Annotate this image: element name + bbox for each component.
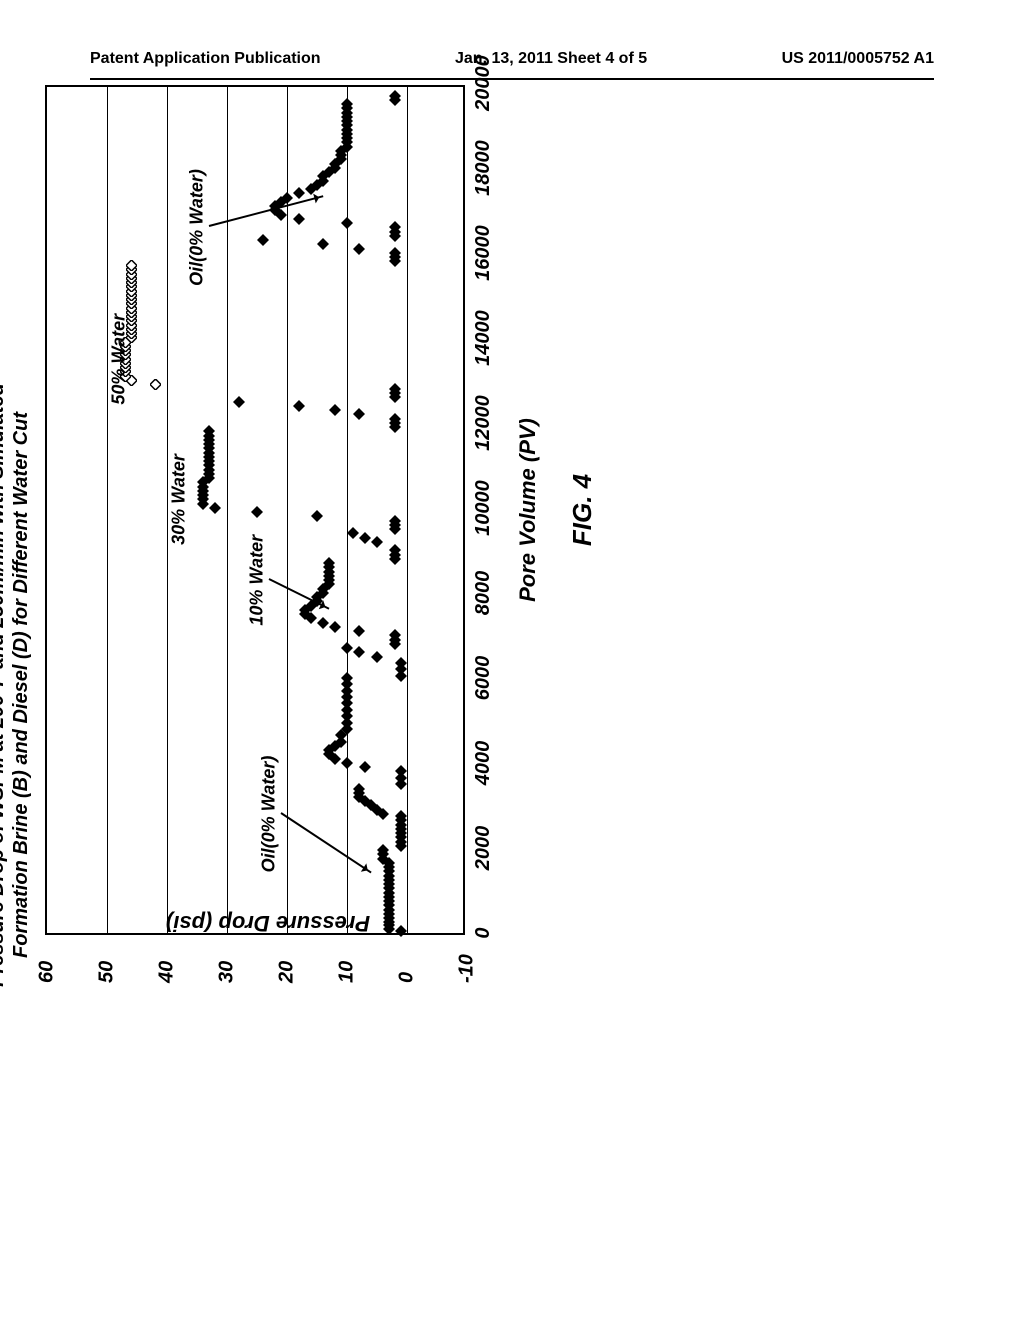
data-point (395, 383, 401, 389)
data-point (383, 808, 389, 814)
data-point (365, 761, 371, 767)
data-point (395, 413, 401, 419)
data-point (347, 98, 353, 104)
data-point (323, 617, 329, 623)
x-tick-label: 8000 (472, 571, 495, 616)
data-point (365, 532, 371, 538)
figure-label: FIG. 4 (567, 474, 598, 546)
grid-line (347, 87, 348, 933)
data-point (335, 753, 341, 759)
data-point (299, 400, 305, 406)
header-right: US 2011/0005752 A1 (782, 50, 934, 68)
data-point (395, 247, 401, 253)
chart-annotation: 30% Water (169, 454, 190, 545)
data-point (395, 630, 401, 636)
data-point (311, 613, 317, 619)
grid-line (227, 87, 228, 933)
data-point (215, 502, 221, 508)
chart-annotation: Oil(0% Water) (259, 756, 280, 873)
data-point (365, 795, 371, 801)
data-point (131, 375, 137, 381)
header-left: Patent Application Publication (90, 50, 321, 68)
data-point (347, 642, 353, 648)
header-divider (90, 78, 934, 80)
annotation-arrow (209, 196, 323, 228)
y-tick-label: 30 (216, 961, 239, 983)
grid-line (107, 87, 108, 933)
data-point (401, 766, 407, 772)
data-point (323, 239, 329, 245)
data-point (359, 783, 365, 789)
chart-annotation: 50% Water (109, 314, 130, 405)
data-point (377, 536, 383, 542)
data-point (359, 625, 365, 631)
y-tick-label: 20 (276, 961, 299, 983)
data-point (347, 757, 353, 763)
grid-line (287, 87, 288, 933)
x-tick-label: 14000 (472, 310, 495, 366)
data-point (395, 222, 401, 228)
chart-annotation: 10% Water (247, 535, 268, 626)
data-point (377, 804, 383, 810)
data-point (335, 621, 341, 627)
data-point (401, 810, 407, 816)
data-point (389, 857, 395, 863)
data-point (359, 409, 365, 415)
data-point (257, 506, 263, 512)
x-tick-label: 16000 (472, 225, 495, 281)
y-tick-label: 0 (396, 972, 419, 983)
data-point (209, 426, 215, 432)
data-point (347, 672, 353, 678)
data-point (263, 234, 269, 240)
data-point (317, 511, 323, 517)
x-tick-label: 18000 (472, 140, 495, 196)
x-tick-label: 12000 (472, 395, 495, 451)
x-axis-label: Pore Volume (PV) (515, 418, 541, 602)
annotation-arrow (280, 812, 371, 873)
y-tick-label: 50 (96, 961, 119, 983)
x-tick-label: 20000 (472, 55, 495, 111)
data-point (401, 925, 407, 931)
x-tick-label: 0 (472, 927, 495, 938)
data-point (401, 657, 407, 663)
data-point (131, 260, 137, 266)
data-point (329, 557, 335, 563)
data-point (395, 515, 401, 521)
y-tick-label: -10 (456, 954, 479, 983)
chart-title-line1: Pressure Drop of WSPM at 200°F and 250ml… (0, 325, 9, 1045)
data-point (395, 90, 401, 96)
chart-plot-area: Pore Volume (PV) FIG. 4 -100102030405060… (45, 85, 465, 935)
data-point (239, 396, 245, 402)
data-point (359, 243, 365, 249)
y-tick-label: 40 (156, 961, 179, 983)
x-tick-label: 6000 (472, 656, 495, 701)
figure-container: Pressure Drop of WSPM at 200°F and 250ml… (0, 325, 1024, 1045)
x-tick-label: 4000 (472, 741, 495, 786)
data-point (155, 379, 161, 385)
data-point (359, 647, 365, 653)
x-tick-label: 2000 (472, 826, 495, 871)
y-tick-label: 60 (36, 961, 59, 983)
data-point (395, 545, 401, 551)
data-point (299, 213, 305, 219)
grid-line (407, 87, 408, 933)
chart-title: Pressure Drop of WSPM at 200°F and 250ml… (0, 325, 33, 1045)
patent-header: Patent Application Publication Jan. 13, … (0, 50, 1024, 68)
data-point (347, 217, 353, 223)
data-point (377, 651, 383, 657)
data-point (281, 209, 287, 215)
y-tick-label: 10 (336, 961, 359, 983)
data-point (335, 404, 341, 410)
x-tick-label: 10000 (472, 480, 495, 536)
data-point (353, 528, 359, 534)
chart-title-line2: Formation Brine (B) and Diesel (D) for D… (9, 325, 33, 1045)
chart-annotation: Oil(0% Water) (187, 169, 208, 286)
data-point (371, 800, 377, 806)
data-point (383, 844, 389, 850)
